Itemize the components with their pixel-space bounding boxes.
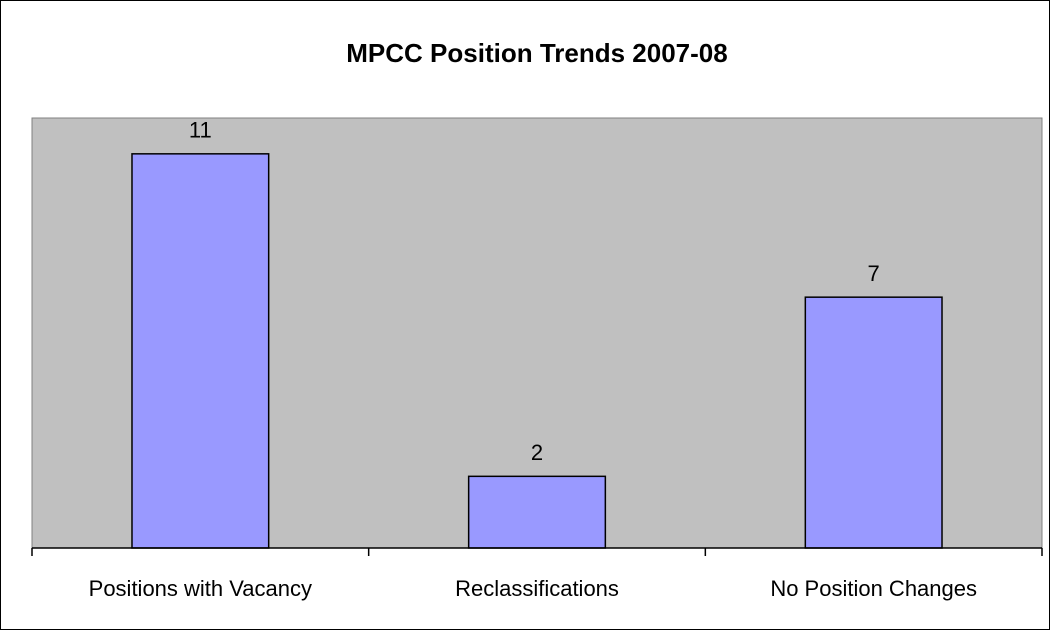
- data-label: 11: [189, 118, 212, 143]
- bar: [804, 296, 943, 549]
- data-label: 7: [868, 261, 880, 286]
- x-tick-label: Positions with Vacancy: [89, 576, 312, 601]
- data-label: 2: [531, 440, 543, 465]
- chart-title: MPCC Position Trends 2007-08: [346, 38, 727, 68]
- x-tick-label: Reclassifications: [455, 576, 619, 601]
- bar: [131, 153, 270, 549]
- bar: [467, 475, 607, 549]
- x-tick-label: No Position Changes: [770, 576, 977, 601]
